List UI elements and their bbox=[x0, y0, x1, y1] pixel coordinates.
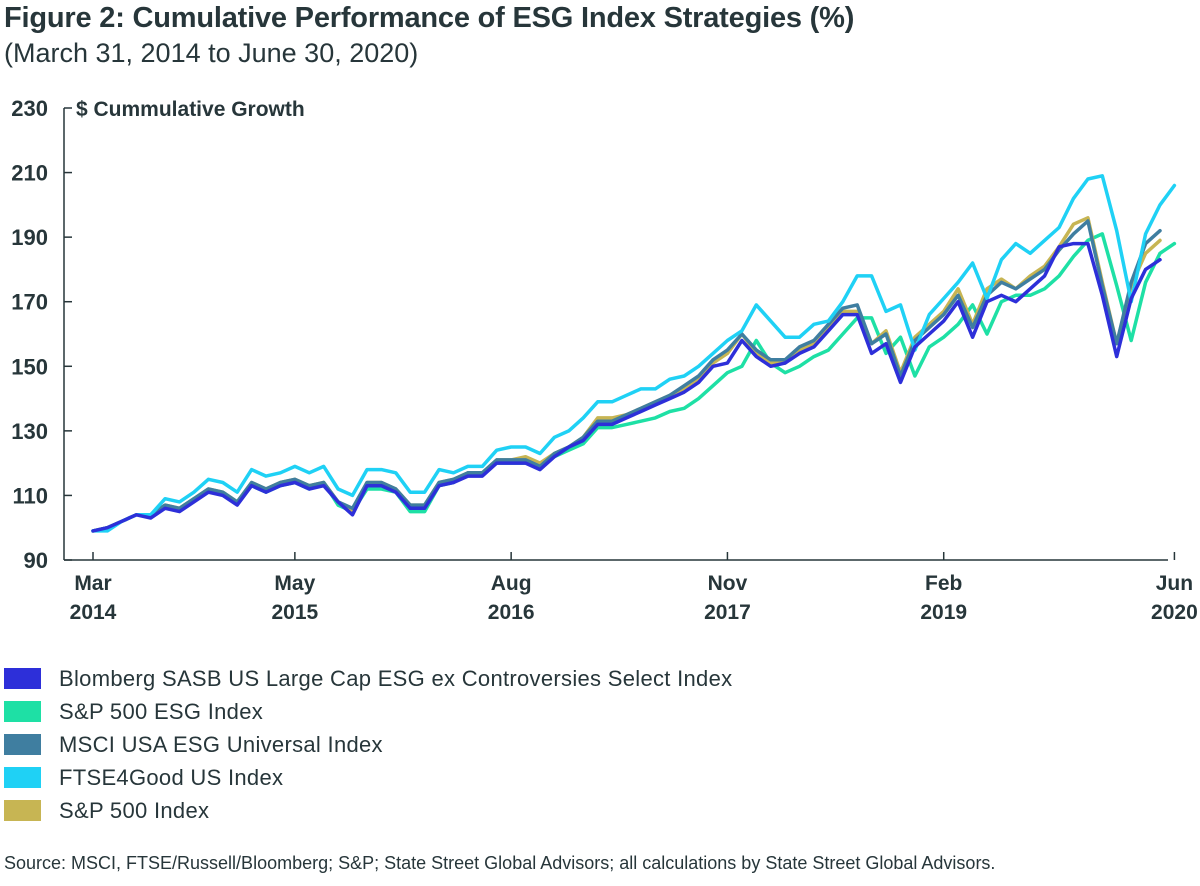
x-tick-year: 2020 bbox=[1151, 601, 1198, 624]
x-tick-month: Jun bbox=[1156, 572, 1193, 595]
legend-item: Blomberg SASB US Large Cap ESG ex Contro… bbox=[4, 662, 732, 695]
x-tick-month: Aug bbox=[491, 572, 532, 595]
x-tick-year: 2019 bbox=[920, 601, 967, 624]
y-axis-label: $ Cummulative Growth bbox=[76, 98, 305, 121]
y-tick-label: 150 bbox=[11, 354, 48, 379]
x-tick-year: 2015 bbox=[272, 601, 319, 624]
legend-item: MSCI USA ESG Universal Index bbox=[4, 728, 732, 761]
legend-item: S&P 500 Index bbox=[4, 794, 732, 827]
line-chart: 90 110 130 150 170 190 210 230 $ Cummulative Gr… bbox=[11, 96, 1198, 624]
y-tick-label: 110 bbox=[13, 483, 49, 508]
x-tick-month: Feb bbox=[925, 572, 962, 595]
y-tick-label: 130 bbox=[11, 419, 48, 444]
x-tick-month: Nov bbox=[708, 572, 748, 595]
legend-item: S&P 500 ESG Index bbox=[4, 695, 732, 728]
legend-label: MSCI USA ESG Universal Index bbox=[59, 731, 383, 757]
legend-label: Blomberg SASB US Large Cap ESG ex Contro… bbox=[59, 665, 733, 691]
legend-label: S&P 500 ESG Index bbox=[59, 698, 264, 724]
source-note: Source: MSCI, FTSE/Russell/Bloomberg; S&… bbox=[4, 853, 996, 873]
chart-subtitle: (March 31, 2014 to June 30, 2020) bbox=[4, 38, 419, 68]
chart-title: Figure 2: Cumulative Performance of ESG … bbox=[4, 2, 855, 34]
legend-swatch bbox=[4, 734, 41, 755]
legend-swatch bbox=[4, 701, 41, 722]
y-axis: 90 110 130 150 170 190 210 230 bbox=[11, 96, 72, 573]
y-tick-label: 230 bbox=[11, 96, 48, 121]
legend-label: S&P 500 Index bbox=[59, 797, 210, 823]
legend-item: FTSE4Good US Index bbox=[4, 761, 732, 794]
x-tick-year: 2017 bbox=[704, 601, 751, 624]
y-tick-label: 90 bbox=[24, 548, 48, 573]
legend-swatch bbox=[4, 800, 41, 821]
series-lines bbox=[91, 174, 1177, 533]
y-tick-label: 210 bbox=[11, 161, 48, 186]
y-tick-label: 170 bbox=[11, 290, 48, 315]
series-line-3 bbox=[91, 174, 1177, 533]
legend-label: FTSE4Good US Index bbox=[59, 764, 284, 790]
chart-legend: Blomberg SASB US Large Cap ESG ex Contro… bbox=[4, 662, 732, 827]
series-line-2 bbox=[91, 219, 1162, 533]
y-tick-label: 190 bbox=[11, 225, 48, 250]
legend-swatch bbox=[4, 767, 41, 788]
x-tick-month: May bbox=[274, 572, 315, 595]
series-line-0 bbox=[91, 241, 1162, 533]
x-tick-month: Mar bbox=[74, 572, 111, 595]
x-axis: Mar 2014 May 2015 Aug 2016 Nov 2017 Feb 2019 Jun 20… bbox=[64, 552, 1198, 624]
x-tick-year: 2016 bbox=[488, 601, 535, 624]
x-tick-year: 2014 bbox=[70, 601, 117, 624]
legend-swatch bbox=[4, 668, 41, 689]
